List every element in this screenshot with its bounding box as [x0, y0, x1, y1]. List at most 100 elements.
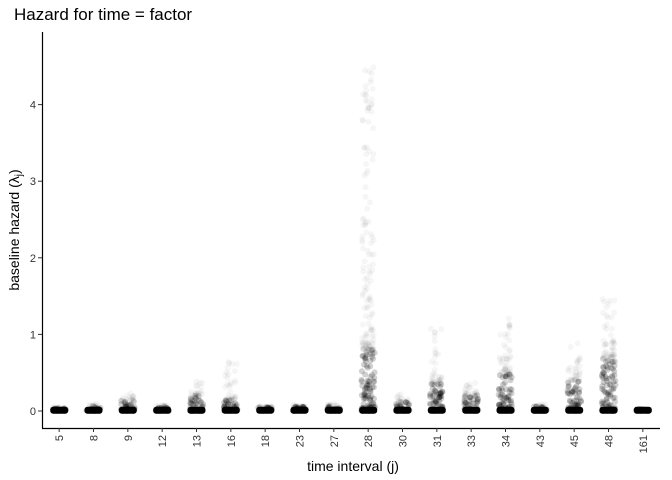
- data-point: [336, 405, 343, 412]
- data-point: [434, 381, 441, 388]
- data-point: [567, 404, 574, 411]
- data-point: [364, 377, 371, 384]
- data-point: [93, 406, 100, 413]
- data-point: [188, 407, 195, 414]
- x-tick-label: 43: [535, 435, 547, 447]
- data-point: [402, 399, 409, 406]
- data-point: [195, 397, 202, 404]
- data-point: [366, 351, 373, 358]
- data-point: [495, 391, 502, 398]
- data-point: [365, 392, 372, 399]
- data-point: [299, 403, 306, 410]
- data-point: [565, 407, 572, 414]
- data-point: [88, 408, 94, 414]
- data-point: [505, 393, 512, 400]
- data-point: [155, 404, 162, 411]
- data-point: [435, 394, 442, 401]
- data-point: [60, 406, 67, 413]
- data-point: [326, 406, 333, 413]
- data-point: [405, 402, 412, 409]
- data-point: [227, 406, 234, 413]
- data-point: [609, 365, 616, 372]
- data-point: [164, 407, 171, 414]
- data-point: [164, 406, 171, 412]
- data-point: [191, 406, 198, 413]
- data-point: [259, 407, 266, 414]
- data-point: [506, 389, 513, 396]
- point-cluster-45: [564, 365, 585, 414]
- data-point: [367, 387, 374, 394]
- data-point: [233, 403, 240, 410]
- data-point: [437, 390, 444, 397]
- data-point: [495, 386, 502, 392]
- data-point: [260, 407, 266, 414]
- data-point: [599, 383, 606, 390]
- data-point: [370, 401, 377, 408]
- data-point: [294, 405, 301, 412]
- data-point: [604, 366, 611, 373]
- data-point: [295, 407, 302, 414]
- data-point: [502, 379, 508, 386]
- data-point: [573, 365, 579, 371]
- data-point: [601, 343, 607, 349]
- data-point: [122, 402, 129, 409]
- data-point: [438, 403, 445, 410]
- chart-title: Hazard for time = factor: [14, 5, 192, 24]
- data-point: [163, 402, 169, 408]
- data-point: [330, 405, 337, 412]
- data-point: [600, 374, 607, 381]
- data-point: [612, 382, 619, 388]
- x-tick-label: 31: [432, 435, 444, 447]
- data-point: [439, 404, 446, 411]
- data-point: [399, 407, 406, 414]
- data-point: [265, 406, 272, 413]
- data-point: [358, 405, 365, 412]
- data-point: [53, 406, 60, 413]
- data-point: [461, 405, 468, 412]
- data-point: [364, 206, 370, 212]
- data-point: [533, 403, 540, 410]
- data-point: [502, 407, 509, 414]
- data-point: [158, 405, 165, 412]
- data-point: [332, 406, 339, 413]
- data-point: [220, 404, 227, 411]
- data-point: [565, 390, 572, 397]
- data-point: [371, 378, 377, 385]
- data-point: [53, 405, 60, 412]
- data-point: [328, 403, 334, 409]
- data-point: [502, 404, 509, 411]
- data-point: [498, 403, 505, 410]
- data-point: [570, 370, 576, 376]
- data-point: [361, 391, 368, 398]
- data-point: [363, 349, 370, 356]
- data-point: [463, 407, 470, 414]
- data-point: [370, 157, 376, 163]
- data-point: [506, 371, 513, 378]
- data-point: [496, 372, 503, 379]
- data-point: [502, 373, 509, 380]
- y-tick-label: 3: [30, 176, 36, 188]
- data-point: [195, 408, 202, 414]
- data-point: [187, 407, 194, 414]
- data-point: [393, 401, 400, 408]
- data-point: [606, 375, 612, 382]
- data-point: [255, 404, 262, 411]
- data-point: [60, 407, 67, 414]
- data-point: [189, 405, 196, 412]
- data-point: [576, 386, 583, 393]
- point-cluster-12: [152, 402, 172, 414]
- data-point: [466, 397, 473, 404]
- data-point: [227, 401, 234, 408]
- data-point: [124, 407, 131, 414]
- data-point: [359, 382, 366, 389]
- x-tick-label: 16: [226, 435, 238, 447]
- data-point: [532, 403, 538, 409]
- data-point: [576, 407, 583, 414]
- data-point: [368, 278, 374, 284]
- data-point: [363, 362, 370, 369]
- data-point: [394, 406, 400, 413]
- data-point: [508, 404, 515, 410]
- data-point: [324, 406, 331, 413]
- data-point: [506, 403, 513, 410]
- data-point: [225, 401, 231, 408]
